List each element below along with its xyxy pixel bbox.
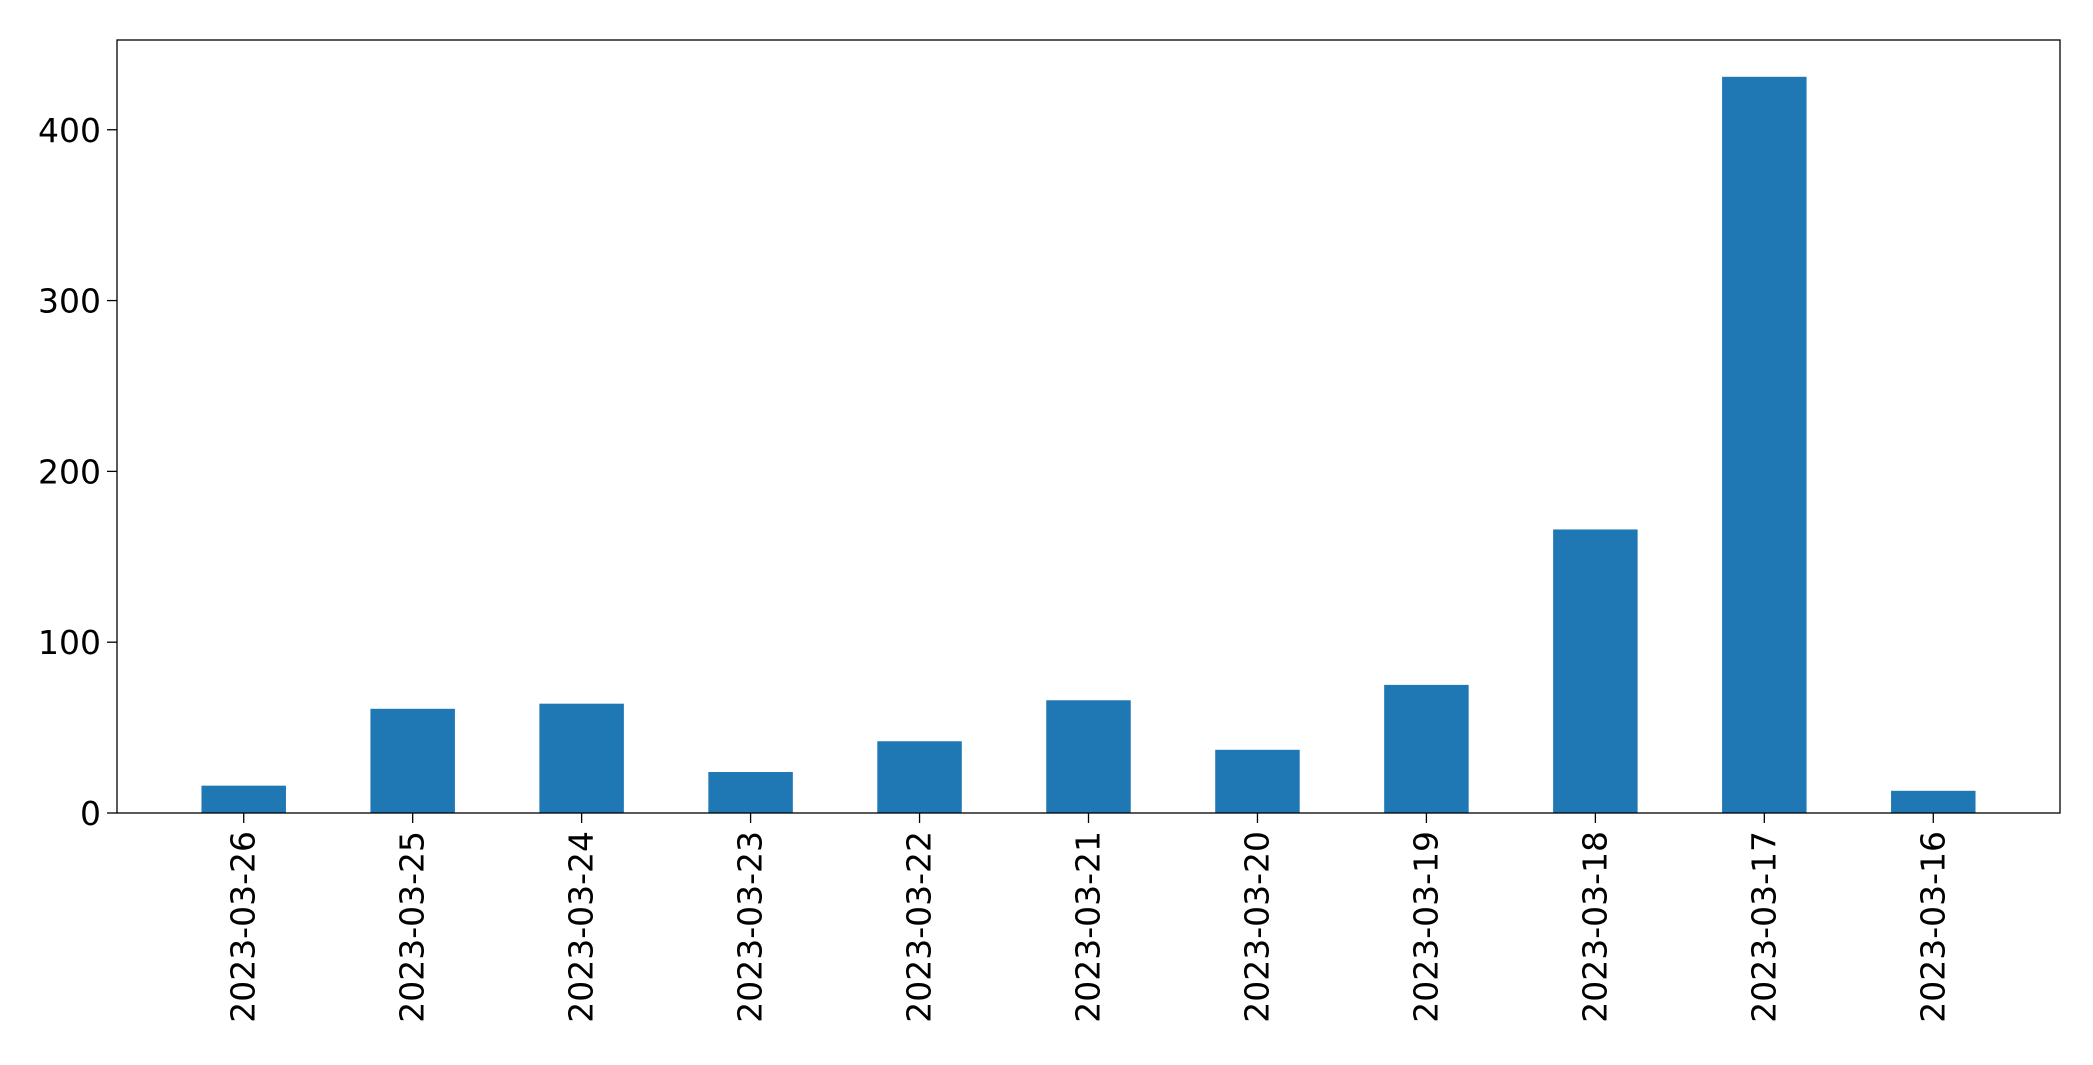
x-tick-label: 2023-03-20 [1237,831,1276,1023]
bar-2023-03-25 [370,708,455,813]
x-tick-label: 2023-03-19 [1406,831,1445,1023]
x-tick-label: 2023-03-25 [393,831,432,1023]
y-tick-label: 200 [38,452,101,491]
x-tick-label: 2023-03-24 [562,831,601,1023]
bar-2023-03-18 [1553,529,1638,813]
x-tick-label: 2023-03-22 [900,831,939,1023]
y-tick-label: 0 [80,794,101,833]
bar-2023-03-19 [1384,684,1469,813]
y-tick-label: 300 [38,282,101,321]
x-ticks-group: 2023-03-26 2023-03-25 2023-03-24 2023-03-23… [224,813,1952,1023]
x-tick-label: 2023-03-16 [1913,831,1952,1023]
x-tick-label: 2023-03-26 [224,831,263,1023]
bar-2023-03-17 [1722,76,1807,814]
y-tick-label: 400 [38,111,101,150]
bar-2023-03-22 [877,741,962,813]
x-tick-label: 2023-03-18 [1575,831,1614,1023]
bar-2023-03-21 [1046,700,1131,813]
y-tick-label: 100 [38,623,101,662]
bar-2023-03-20 [1215,749,1300,813]
y-ticks-group: 0 100 200 300 400 [38,111,117,833]
x-tick-label: 2023-03-21 [1069,831,1108,1023]
bars-group [201,76,1976,814]
plot-frame [116,39,2061,814]
x-tick-label: 2023-03-17 [1744,831,1783,1023]
bar-2023-03-26 [201,785,286,813]
x-tick-label: 2023-03-23 [731,831,770,1023]
bar-2023-03-24 [539,703,624,813]
bar-2023-03-23 [708,772,793,813]
bar-2023-03-16 [1891,790,1976,813]
